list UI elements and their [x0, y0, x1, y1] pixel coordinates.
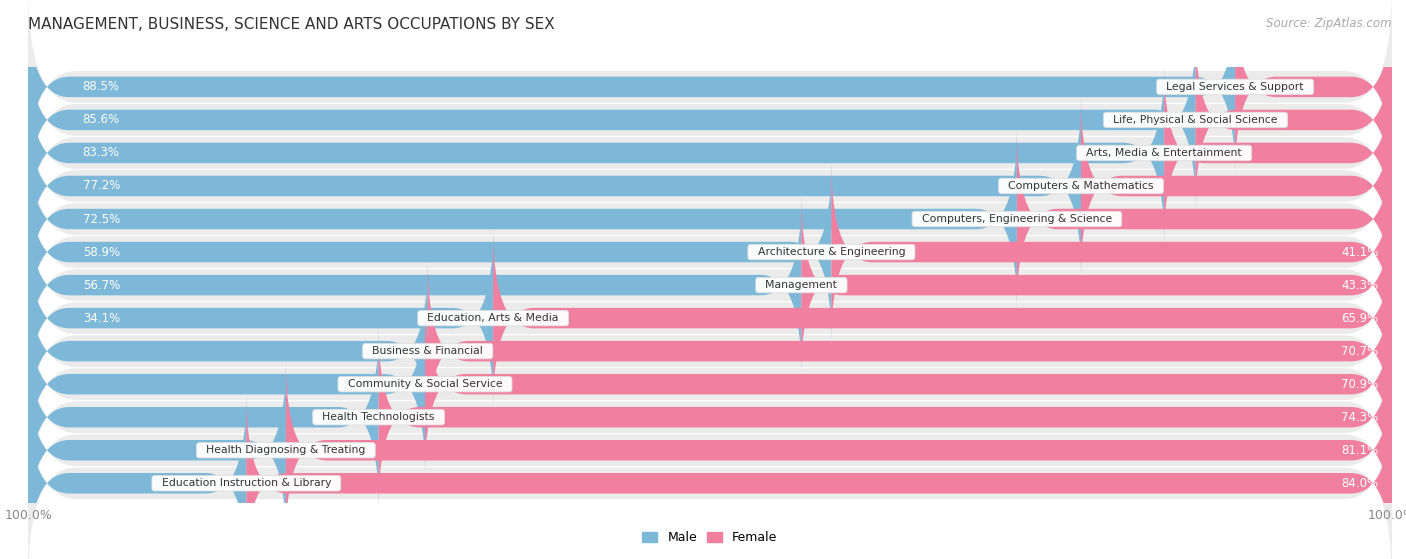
FancyBboxPatch shape	[246, 395, 1392, 559]
FancyBboxPatch shape	[1164, 64, 1392, 242]
Text: 43.3%: 43.3%	[1341, 278, 1378, 292]
Text: 70.9%: 70.9%	[1341, 378, 1378, 391]
Text: 58.9%: 58.9%	[83, 245, 120, 259]
FancyBboxPatch shape	[28, 229, 494, 407]
FancyBboxPatch shape	[28, 20, 1392, 220]
FancyBboxPatch shape	[1081, 97, 1392, 275]
Text: 77.2%: 77.2%	[83, 179, 120, 192]
Text: 72.5%: 72.5%	[83, 212, 120, 225]
FancyBboxPatch shape	[28, 119, 1392, 319]
FancyBboxPatch shape	[28, 97, 1081, 275]
FancyBboxPatch shape	[28, 318, 1392, 517]
FancyBboxPatch shape	[378, 328, 1392, 506]
Legend: Male, Female: Male, Female	[637, 526, 783, 549]
FancyBboxPatch shape	[28, 219, 1392, 418]
Text: Management: Management	[758, 280, 845, 290]
FancyBboxPatch shape	[28, 295, 425, 473]
Text: 65.9%: 65.9%	[1341, 311, 1378, 325]
FancyBboxPatch shape	[1195, 31, 1392, 209]
Text: Architecture & Engineering: Architecture & Engineering	[751, 247, 912, 257]
FancyBboxPatch shape	[28, 196, 801, 374]
FancyBboxPatch shape	[28, 328, 378, 506]
Text: Education Instruction & Library: Education Instruction & Library	[155, 479, 337, 488]
FancyBboxPatch shape	[1017, 130, 1392, 308]
Text: 81.1%: 81.1%	[1341, 444, 1378, 457]
Text: Computers & Mathematics: Computers & Mathematics	[1001, 181, 1161, 191]
Text: Health Diagnosing & Treating: Health Diagnosing & Treating	[200, 446, 373, 455]
Text: Source: ZipAtlas.com: Source: ZipAtlas.com	[1267, 17, 1392, 30]
Text: 70.7%: 70.7%	[1341, 345, 1378, 358]
FancyBboxPatch shape	[28, 163, 831, 341]
FancyBboxPatch shape	[494, 229, 1392, 407]
FancyBboxPatch shape	[831, 163, 1392, 341]
Text: Life, Physical & Social Science: Life, Physical & Social Science	[1107, 115, 1285, 125]
FancyBboxPatch shape	[28, 64, 1164, 242]
FancyBboxPatch shape	[28, 0, 1392, 187]
Text: Legal Services & Support: Legal Services & Support	[1160, 82, 1310, 92]
FancyBboxPatch shape	[28, 130, 1017, 308]
Text: 85.6%: 85.6%	[83, 113, 120, 126]
FancyBboxPatch shape	[28, 53, 1392, 253]
Text: 29.1%: 29.1%	[374, 378, 412, 391]
Text: MANAGEMENT, BUSINESS, SCIENCE AND ARTS OCCUPATIONS BY SEX: MANAGEMENT, BUSINESS, SCIENCE AND ARTS O…	[28, 17, 555, 32]
Text: 41.1%: 41.1%	[1341, 245, 1378, 259]
Text: 34.1%: 34.1%	[83, 311, 120, 325]
Text: Education, Arts & Media: Education, Arts & Media	[420, 313, 565, 323]
FancyBboxPatch shape	[28, 186, 1392, 385]
FancyBboxPatch shape	[285, 361, 1392, 539]
Text: 84.0%: 84.0%	[1341, 477, 1378, 490]
Text: Computers, Engineering & Science: Computers, Engineering & Science	[915, 214, 1119, 224]
FancyBboxPatch shape	[28, 262, 427, 440]
FancyBboxPatch shape	[28, 395, 246, 559]
Text: 83.3%: 83.3%	[83, 146, 120, 159]
Text: 56.7%: 56.7%	[83, 278, 120, 292]
Text: Business & Financial: Business & Financial	[366, 346, 491, 356]
Text: 25.7%: 25.7%	[328, 411, 366, 424]
FancyBboxPatch shape	[28, 86, 1392, 286]
Text: 18.9%: 18.9%	[235, 444, 273, 457]
FancyBboxPatch shape	[28, 252, 1392, 451]
Text: 74.3%: 74.3%	[1341, 411, 1378, 424]
FancyBboxPatch shape	[28, 152, 1392, 352]
Text: 29.3%: 29.3%	[377, 345, 415, 358]
Text: Health Technologists: Health Technologists	[315, 412, 441, 422]
FancyBboxPatch shape	[801, 196, 1392, 374]
Text: Community & Social Service: Community & Social Service	[340, 379, 509, 389]
FancyBboxPatch shape	[28, 383, 1392, 559]
FancyBboxPatch shape	[28, 31, 1195, 209]
FancyBboxPatch shape	[28, 0, 1234, 176]
FancyBboxPatch shape	[28, 350, 1392, 550]
FancyBboxPatch shape	[427, 262, 1392, 440]
FancyBboxPatch shape	[28, 361, 285, 539]
Text: Arts, Media & Entertainment: Arts, Media & Entertainment	[1080, 148, 1249, 158]
FancyBboxPatch shape	[425, 295, 1392, 473]
FancyBboxPatch shape	[1234, 0, 1392, 176]
Text: 16.0%: 16.0%	[195, 477, 233, 490]
Text: 88.5%: 88.5%	[83, 80, 120, 93]
FancyBboxPatch shape	[28, 285, 1392, 484]
